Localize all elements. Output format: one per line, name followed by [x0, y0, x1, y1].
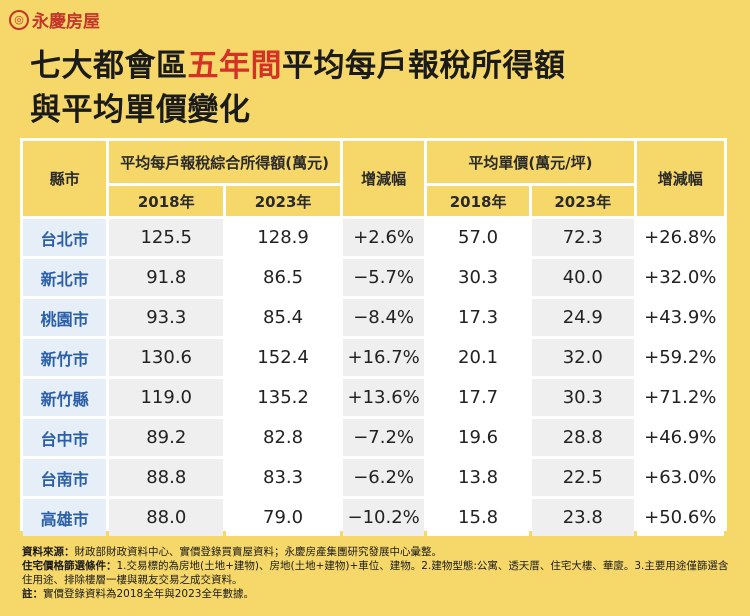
income-2023-cell: 152.4: [226, 339, 340, 376]
price-change-cell: +32.0%: [636, 259, 724, 296]
header-year-2023-income: 2023年: [226, 186, 340, 216]
price-2018-cell: 30.3: [427, 259, 529, 296]
income-2018-cell: 93.3: [109, 299, 224, 336]
price-2018-cell: 17.3: [427, 299, 529, 336]
city-cell: 台南市: [23, 459, 107, 496]
price-2018-cell: 19.6: [427, 419, 529, 456]
footer-source: 資料來源：財政部財政資料中心、實價登錄買賣屋資料；永慶房產集團研究發展中心彙整。: [22, 545, 736, 559]
income-2023-cell: 135.2: [226, 379, 340, 416]
income-change-cell: +16.7%: [342, 339, 425, 376]
price-change-cell: +71.2%: [636, 379, 724, 416]
income-change-cell: +2.6%: [342, 219, 425, 256]
price-2018-cell: 15.8: [427, 499, 529, 536]
footer-note: 註：實價登錄資料為2018全年與2023全年數據。: [22, 587, 736, 601]
table-row: 新北市 91.8 86.5 −5.7% 30.3 40.0 +32.0%: [23, 259, 724, 296]
income-change-cell: −6.2%: [342, 459, 425, 496]
income-2018-cell: 91.8: [109, 259, 224, 296]
price-2023-cell: 23.8: [531, 499, 634, 536]
price-2023-cell: 28.8: [531, 419, 634, 456]
city-cell: 新竹縣: [23, 379, 107, 416]
income-2018-cell: 125.5: [109, 219, 224, 256]
city-cell: 台北市: [23, 219, 107, 256]
income-2023-cell: 85.4: [226, 299, 340, 336]
brand-name: 永慶房屋: [32, 12, 100, 32]
table-row: 台南市 88.8 83.3 −6.2% 13.8 22.5 +63.0%: [23, 459, 724, 496]
income-change-cell: −10.2%: [342, 499, 425, 536]
price-change-cell: +59.2%: [636, 339, 724, 376]
title-part2: 平均每戶報稅所得額: [282, 48, 566, 84]
brand-mark-icon: ◎: [9, 9, 29, 30]
income-2023-cell: 82.8: [226, 419, 340, 456]
income-change-cell: −5.7%: [342, 259, 425, 296]
table-body: 台北市 125.5 128.9 +2.6% 57.0 72.3 +26.8% 新北市 91.8 8…: [23, 219, 724, 536]
price-change-cell: +63.0%: [636, 459, 724, 496]
table-row: 台中市 89.2 82.8 −7.2% 19.6 28.8 +46.9%: [23, 419, 724, 456]
city-cell: 台中市: [23, 419, 107, 456]
price-change-cell: +46.9%: [636, 419, 724, 456]
title-part1: 七大都會區: [30, 48, 188, 84]
footer-notes: 資料來源：財政部財政資料中心、實價登錄買賣屋資料；永慶房產集團研究發展中心彙整。…: [22, 545, 736, 601]
income-change-cell: +13.6%: [342, 379, 425, 416]
table-row: 台北市 125.5 128.9 +2.6% 57.0 72.3 +26.8%: [23, 219, 724, 256]
filter-text: 1.交易標的為房地(土地+建物)、房地(土地+建物)+車位、建物。2.建物型態:…: [22, 560, 729, 586]
source-label: 資料來源：: [22, 546, 75, 558]
price-2023-cell: 72.3: [531, 219, 634, 256]
title-line-2: 與平均單價變化: [30, 92, 251, 128]
price-change-cell: +43.9%: [636, 299, 724, 336]
income-2018-cell: 88.0: [109, 499, 224, 536]
header-income: 平均每戶報稅綜合所得額(萬元): [109, 141, 340, 183]
income-2023-cell: 86.5: [226, 259, 340, 296]
price-2023-cell: 32.0: [531, 339, 634, 376]
header-price-change: 增減幅: [636, 141, 724, 216]
city-cell: 新竹市: [23, 339, 107, 376]
income-change-cell: −7.2%: [342, 419, 425, 456]
table-row: 高雄市 88.0 79.0 −10.2% 15.8 23.8 +50.6%: [23, 499, 724, 536]
price-2023-cell: 24.9: [531, 299, 634, 336]
note-text: 實價登錄資料為2018全年與2023全年數據。: [43, 588, 254, 600]
header-income-change: 增減幅: [342, 141, 425, 216]
price-change-cell: +26.8%: [636, 219, 724, 256]
price-change-cell: +50.6%: [636, 499, 724, 536]
filter-label: 住宅價格篩選條件：: [22, 560, 117, 572]
title-line-1: 七大都會區五年間平均每戶報稅所得額: [30, 44, 730, 88]
brand-logo: ◎ 永慶房屋: [9, 7, 100, 32]
footer-filter: 住宅價格篩選條件：1.交易標的為房地(土地+建物)、房地(土地+建物)+車位、建…: [22, 559, 736, 587]
city-cell: 高雄市: [23, 499, 107, 536]
income-change-cell: −8.4%: [342, 299, 425, 336]
header-price: 平均單價(萬元/坪): [427, 141, 634, 183]
page-title: 七大都會區五年間平均每戶報稅所得額 與平均單價變化: [30, 44, 730, 132]
table-row: 新竹縣 119.0 135.2 +13.6% 17.7 30.3 +71.2%: [23, 379, 724, 416]
price-2023-cell: 22.5: [531, 459, 634, 496]
price-2018-cell: 17.7: [427, 379, 529, 416]
city-cell: 新北市: [23, 259, 107, 296]
header-year-2023-price: 2023年: [531, 186, 634, 216]
income-2023-cell: 128.9: [226, 219, 340, 256]
header-city: 縣市: [23, 141, 107, 216]
price-2018-cell: 20.1: [427, 339, 529, 376]
header-year-2018-price: 2018年: [427, 186, 529, 216]
title-highlight: 五年間: [187, 48, 282, 84]
data-table: 縣市 平均每戶報稅綜合所得額(萬元) 增減幅 平均單價(萬元/坪) 增減幅 20…: [20, 138, 727, 539]
city-cell: 桃園市: [23, 299, 107, 336]
income-2023-cell: 79.0: [226, 499, 340, 536]
price-2018-cell: 13.8: [427, 459, 529, 496]
data-table-container: 縣市 平均每戶報稅綜合所得額(萬元) 增減幅 平均單價(萬元/坪) 增減幅 20…: [20, 138, 727, 536]
note-label: 註：: [22, 588, 43, 600]
source-text: 財政部財政資料中心、實價登錄買賣屋資料；永慶房產集團研究發展中心彙整。: [74, 546, 443, 558]
price-2023-cell: 40.0: [531, 259, 634, 296]
header-year-2018-income: 2018年: [109, 186, 224, 216]
price-2018-cell: 57.0: [427, 219, 529, 256]
table-row: 新竹市 130.6 152.4 +16.7% 20.1 32.0 +59.2%: [23, 339, 724, 376]
income-2018-cell: 88.8: [109, 459, 224, 496]
price-2023-cell: 30.3: [531, 379, 634, 416]
table-row: 桃園市 93.3 85.4 −8.4% 17.3 24.9 +43.9%: [23, 299, 724, 336]
income-2018-cell: 89.2: [109, 419, 224, 456]
income-2018-cell: 130.6: [109, 339, 224, 376]
income-2018-cell: 119.0: [109, 379, 224, 416]
income-2023-cell: 83.3: [226, 459, 340, 496]
